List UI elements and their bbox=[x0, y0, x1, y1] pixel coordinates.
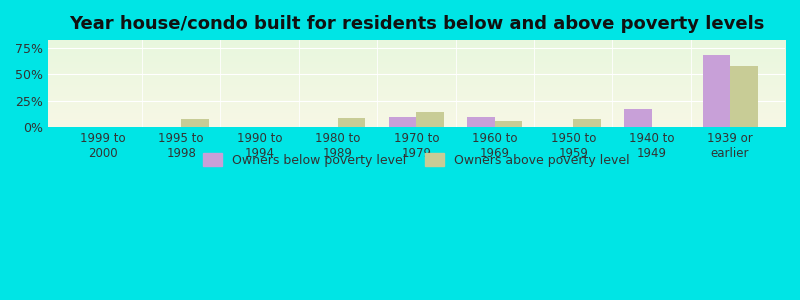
Title: Year house/condo built for residents below and above poverty levels: Year house/condo built for residents bel… bbox=[69, 15, 764, 33]
Bar bbox=[389, 117, 417, 127]
Bar bbox=[730, 66, 758, 127]
Bar bbox=[624, 109, 652, 127]
Bar bbox=[574, 119, 601, 127]
Bar bbox=[417, 112, 444, 127]
Bar bbox=[467, 117, 495, 127]
Bar bbox=[338, 118, 366, 127]
Bar bbox=[181, 119, 209, 127]
Legend: Owners below poverty level, Owners above poverty level: Owners below poverty level, Owners above… bbox=[198, 148, 634, 172]
Bar bbox=[702, 55, 730, 127]
Bar bbox=[495, 121, 522, 127]
